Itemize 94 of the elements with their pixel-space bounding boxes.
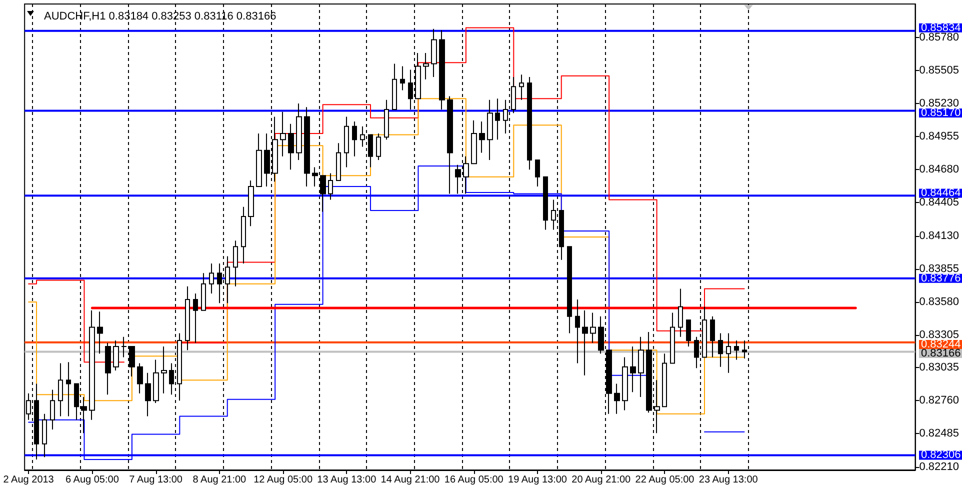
y-tick-label: 0.82760 [919,394,960,407]
candlestick [233,240,238,287]
text: AUDCHF,H1 0.83184 0.83253 0.83116 0.83166 [44,10,276,22]
y-tick-label: 0.85230 [919,97,960,110]
y-tick-label: 0.83855 [919,262,960,275]
candlestick [304,106,310,187]
candlestick [734,340,739,360]
candlestick [153,359,159,404]
x-tick-label: 23 Aug 13:00 [698,474,758,486]
ref-line-label: 0.84464 [921,187,961,200]
candlestick [670,312,675,364]
candlestick [50,389,55,430]
candlestick [392,63,397,110]
x-tick-label: 19 Aug 13:00 [508,474,568,486]
candlestick [241,206,246,264]
ref-line-label: 0.83776 [921,272,961,284]
candlestick [718,332,723,368]
ref-line-label: 0.83166 [921,348,961,360]
y-tick-label: 0.83305 [919,329,960,342]
candlestick [678,288,683,338]
x-tick-label: 22 Aug 05:00 [635,474,695,486]
candlestick [384,99,389,140]
ref-line-label: 0.85170 [921,106,961,119]
y-tick-label: 0.82210 [919,460,960,473]
candlestick [575,299,580,364]
x-tick-label: 20 Aug 21:00 [572,474,632,486]
candlestick [590,312,596,344]
x-tick-label: 16 Aug 05:00 [444,474,504,486]
candlestick [209,262,214,294]
candlestick [296,102,302,161]
y-tick-label: 0.82485 [919,428,960,440]
candlestick [622,356,628,411]
candlestick [105,342,111,396]
candlestick [447,96,453,194]
candlestick [280,111,286,157]
y-tick-label: 0.84680 [919,164,960,176]
candlestick [344,116,349,168]
candlestick [495,98,500,140]
y-tick-label: 0.83580 [919,296,960,308]
candlestick [630,346,636,393]
candlestick [58,362,63,417]
candlestick [352,121,357,157]
candlestick [726,332,731,374]
y-tick-label: 0.85505 [919,64,960,76]
ref-line-label: 0.82306 [921,449,961,462]
candlestick [145,372,151,417]
candlestick [161,346,167,394]
candlestick [423,52,429,80]
candlestick [487,99,493,161]
y-tick-label: 0.84405 [919,196,960,209]
candlestick [201,272,206,311]
candlestick [527,76,532,170]
candlestick [42,413,47,458]
candlestick [328,172,333,200]
candlestick [89,310,95,420]
candlestick [288,123,294,170]
y-tick-label: 0.84955 [919,130,960,143]
candlestick [567,246,572,334]
candlestick [193,293,198,344]
candlestick [742,340,747,359]
candlestick [710,316,715,358]
candlestick [185,286,190,351]
candlestick [582,310,588,376]
x-tick-label: 13 Aug 13:00 [317,474,377,486]
candlestick [400,66,405,91]
candlestick [479,121,485,154]
y-tick-label: 0.83035 [919,362,960,374]
candlestick [113,340,119,372]
candlestick [471,120,477,164]
y-tick-label: 0.84130 [919,230,960,242]
candlestick [519,74,524,100]
x-tick-label: 14 Aug 21:00 [380,474,440,486]
x-tick-label: 2 Aug 2013 [3,474,54,486]
candlestick [336,142,341,181]
ref-line-label: 0.85834 [921,22,961,34]
candlestick [686,320,691,347]
x-tick-label: 12 Aug 05:00 [254,474,313,486]
candlestick [256,133,262,187]
y-tick-label: 0.85780 [919,31,960,44]
x-tick-label: 8 Aug 21:00 [192,474,247,486]
candlestick [66,362,71,417]
candlestick [376,133,381,161]
candlestick [137,362,143,394]
candlestick [535,160,540,187]
candlestick [614,383,620,414]
candlestick [439,30,445,110]
x-tick-label: 7 Aug 13:00 [129,474,183,486]
candlestick [431,28,437,78]
x-tick-label: 6 Aug 05:00 [65,474,120,486]
candlestick [662,353,667,408]
candlestick [543,176,548,230]
candlestick [97,311,103,354]
candlestick [248,180,254,227]
candlestick [638,336,644,398]
